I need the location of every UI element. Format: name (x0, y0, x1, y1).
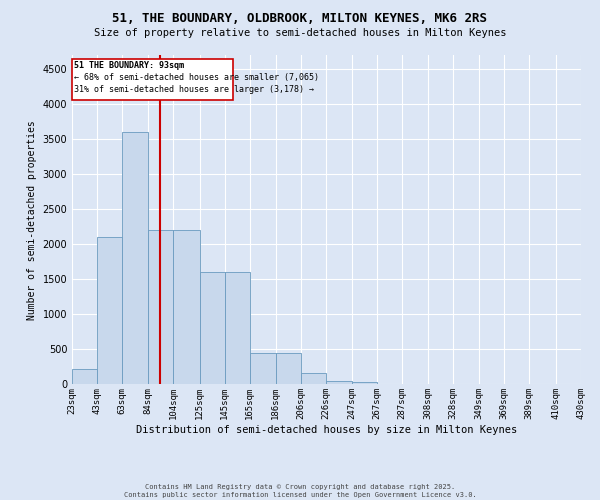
Bar (224, 272, 250, 384)
Text: ← 68% of semi-detached houses are smaller (7,065): ← 68% of semi-detached houses are smalle… (74, 73, 319, 82)
Text: 51 THE BOUNDARY: 93sqm: 51 THE BOUNDARY: 93sqm (74, 62, 184, 70)
Bar (276, 353, 301, 384)
Bar (250, 353, 276, 384)
Bar (326, 381, 352, 384)
Bar (173, 230, 200, 384)
Bar (352, 382, 377, 384)
Bar (122, 132, 148, 384)
Bar (97, 237, 122, 384)
Text: Size of property relative to semi-detached houses in Milton Keynes: Size of property relative to semi-detach… (94, 28, 506, 38)
Y-axis label: Number of semi-detached properties: Number of semi-detached properties (27, 120, 37, 320)
Bar (72, 369, 97, 384)
X-axis label: Distribution of semi-detached houses by size in Milton Keynes: Distribution of semi-detached houses by … (136, 425, 517, 435)
Bar (148, 230, 173, 384)
Text: 51, THE BOUNDARY, OLDBROOK, MILTON KEYNES, MK6 2RS: 51, THE BOUNDARY, OLDBROOK, MILTON KEYNE… (113, 12, 487, 26)
Bar (200, 272, 224, 384)
Bar (72, 59, 233, 100)
Text: 31% of semi-detached houses are larger (3,178) →: 31% of semi-detached houses are larger (… (74, 84, 314, 94)
Text: Contains HM Land Registry data © Crown copyright and database right 2025.
Contai: Contains HM Land Registry data © Crown c… (124, 484, 476, 498)
Bar (301, 373, 326, 384)
